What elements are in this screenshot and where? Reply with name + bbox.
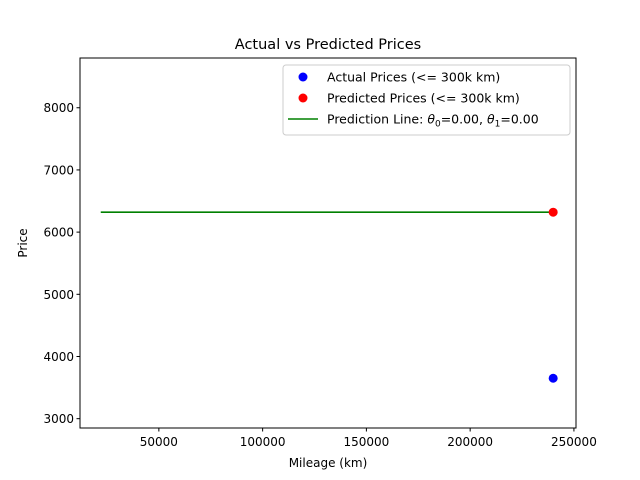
legend-theta1-value: =0.00 <box>500 112 538 127</box>
y-tick-label: 6000 <box>43 226 74 240</box>
x-tick-label: 150000 <box>343 435 389 449</box>
y-axis-ticks: 3000 4000 5000 6000 7000 8000 <box>43 101 80 426</box>
legend-label-actual: Actual Prices (<= 300k km) <box>327 70 500 85</box>
x-tick-label: 200000 <box>447 435 493 449</box>
y-axis-label: Price <box>16 228 30 257</box>
y-tick-label: 7000 <box>43 163 74 177</box>
legend-line-prefix: Prediction Line: <box>327 112 427 127</box>
plot-area <box>79 57 577 429</box>
legend: Actual Prices (<= 300k km) Predicted Pri… <box>282 64 571 136</box>
y-tick-label: 4000 <box>43 350 74 364</box>
y-tick-label: 3000 <box>43 412 74 426</box>
chart-title: Actual vs Predicted Prices <box>235 37 421 53</box>
legend-frame <box>282 64 571 136</box>
x-axis-label: Mileage (km) <box>289 456 368 470</box>
x-tick-label: 250000 <box>551 435 597 449</box>
legend-label-predicted: Predicted Prices (<= 300k km) <box>327 91 520 106</box>
legend-theta1-subscript: 1 <box>495 120 501 130</box>
x-tick-label: 100000 <box>240 435 286 449</box>
plot-marks <box>100 207 558 383</box>
legend-marker-predicted <box>298 93 308 103</box>
legend-theta0-value: =0.00, <box>441 112 487 127</box>
legend-theta1-symbol: θ <box>487 112 495 127</box>
predicted-price-point <box>548 207 558 217</box>
actual-price-point <box>548 373 558 383</box>
y-tick-label: 8000 <box>43 101 74 115</box>
x-tick-label: 50000 <box>140 435 178 449</box>
x-axis-ticks: 50000 100000 150000 200000 250000 <box>140 428 597 449</box>
legend-label-line: Prediction Line: θ0=0.00, θ1=0.00 <box>327 112 539 130</box>
legend-marker-actual <box>298 72 308 82</box>
legend-theta0-symbol: θ <box>427 112 435 127</box>
legend-theta0-subscript: 0 <box>435 120 441 130</box>
y-tick-label: 5000 <box>43 288 74 302</box>
